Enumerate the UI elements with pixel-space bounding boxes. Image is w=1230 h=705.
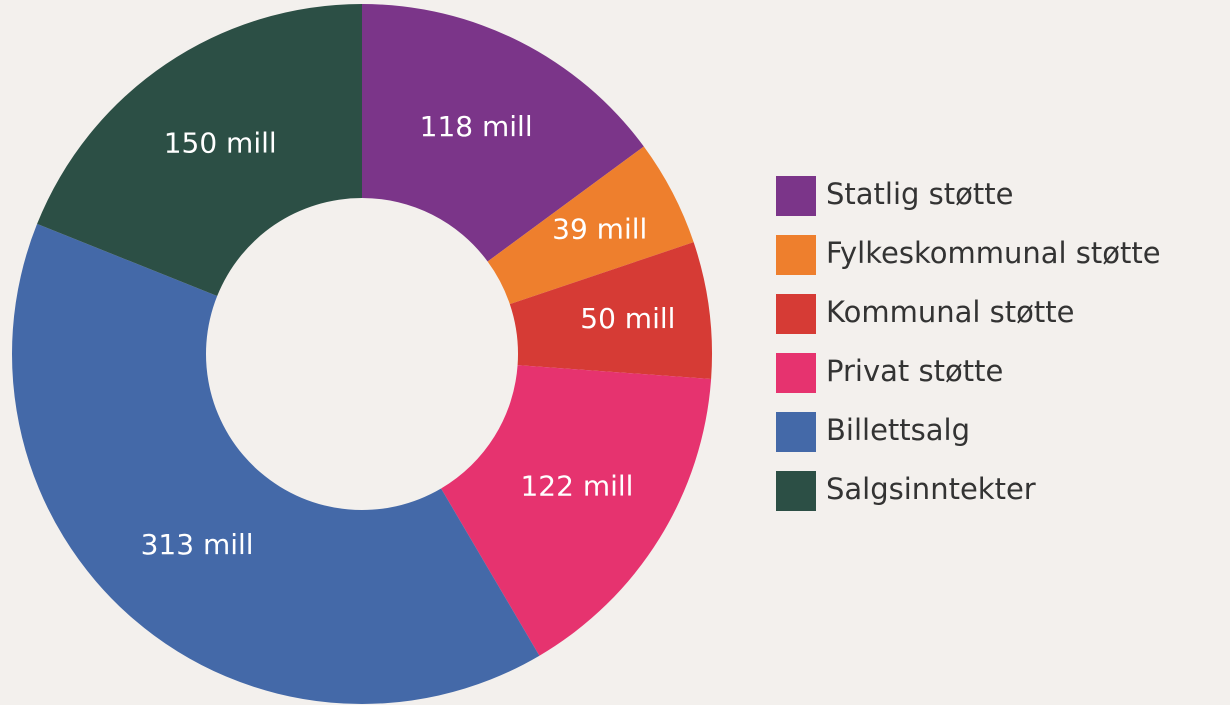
donut-slice — [362, 4, 644, 262]
value-label: 150 mill — [164, 126, 277, 159]
value-label: 50 mill — [580, 302, 675, 335]
donut-slice — [487, 146, 694, 305]
donut-slice — [509, 242, 712, 379]
value-label: 122 mill — [520, 469, 633, 502]
legend-swatch — [776, 471, 816, 511]
legend-swatch — [776, 294, 816, 334]
legend-swatch — [776, 235, 816, 275]
legend-label: Billettsalg — [826, 413, 970, 447]
legend-label: Statlig støtte — [826, 177, 1013, 211]
legend-label: Salgsinntekter — [826, 472, 1036, 506]
legend-swatch — [776, 412, 816, 452]
legend-swatch — [776, 176, 816, 216]
legend-label: Fylkeskommunal støtte — [826, 236, 1161, 270]
donut-slice — [441, 365, 712, 656]
donut-slice — [12, 223, 540, 705]
value-label: 39 mill — [552, 212, 647, 245]
legend-label: Kommunal støtte — [826, 295, 1074, 329]
legend-label: Privat støtte — [826, 354, 1003, 388]
legend-swatch — [776, 353, 816, 393]
donut-slice — [37, 4, 362, 297]
value-label: 313 mill — [141, 528, 254, 561]
value-label: 118 mill — [420, 110, 533, 143]
